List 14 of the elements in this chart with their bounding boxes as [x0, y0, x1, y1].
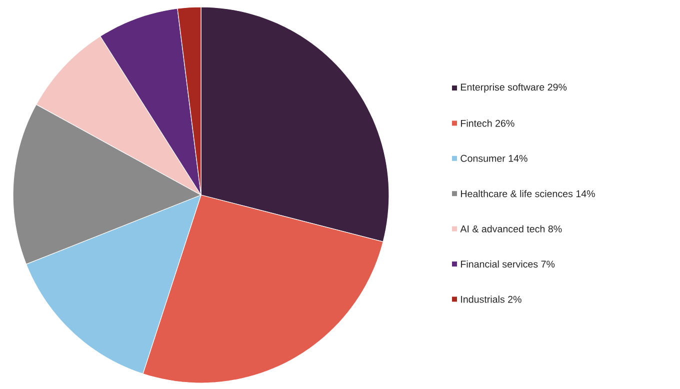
- legend-label: Healthcare & life sciences: [461, 190, 573, 198]
- data-label: 14%: [576, 190, 595, 198]
- data-label: 29%: [548, 84, 567, 91]
- data-label: 14%: [508, 154, 528, 162]
- legend-label: Industrials: [461, 296, 505, 303]
- legend-label: Financial services: [461, 260, 538, 268]
- data-label: 26%: [496, 120, 514, 127]
- data-label: 2%: [508, 296, 522, 303]
- legend-label: Fintech: [461, 120, 492, 127]
- legend-label: Enterprise software: [461, 83, 544, 93]
- data-label: 7%: [541, 260, 555, 268]
- legend-label: AI & advanced tech: [460, 225, 545, 232]
- legend-label: Consumer: [460, 154, 506, 162]
- data-label: 8%: [548, 225, 562, 232]
